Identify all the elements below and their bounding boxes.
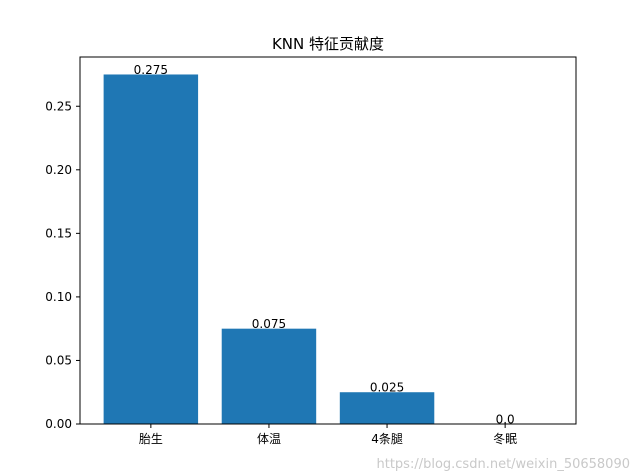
data-label-1: 0.075 bbox=[252, 317, 286, 331]
y-tick-label-5: 0.25 bbox=[45, 99, 72, 113]
x-axis: 胎生 体温 4条腿 冬眠 bbox=[139, 424, 517, 446]
bar-2 bbox=[339, 392, 435, 424]
x-tick-label-1: 体温 bbox=[257, 432, 281, 446]
x-tick-label-2: 4条腿 bbox=[371, 432, 403, 446]
watermark: https://blog.csdn.net/weixin_50658090 bbox=[376, 457, 630, 472]
x-tick-label-3: 冬眠 bbox=[493, 431, 517, 446]
plot-frame bbox=[79, 56, 577, 425]
y-tick-label-2: 0.10 bbox=[45, 290, 72, 304]
y-tick-label-4: 0.20 bbox=[45, 163, 72, 177]
bar-0 bbox=[103, 74, 199, 424]
chart-title: KNN 特征贡献度 bbox=[272, 35, 384, 53]
data-labels-group: 0.275 0.075 0.025 0.0 bbox=[134, 63, 515, 427]
x-tick-label-0: 胎生 bbox=[139, 432, 163, 446]
data-label-0: 0.275 bbox=[134, 63, 168, 77]
y-tick-label-3: 0.15 bbox=[45, 226, 72, 240]
bars-group bbox=[103, 74, 435, 424]
data-label-3: 0.0 bbox=[496, 413, 515, 427]
y-axis: 0.00 0.05 0.10 0.15 0.20 0.25 bbox=[45, 99, 80, 431]
y-tick-label-1: 0.05 bbox=[45, 353, 72, 367]
data-label-2: 0.025 bbox=[370, 381, 404, 395]
y-tick-label-0: 0.00 bbox=[45, 417, 72, 431]
bar-1 bbox=[221, 328, 317, 424]
